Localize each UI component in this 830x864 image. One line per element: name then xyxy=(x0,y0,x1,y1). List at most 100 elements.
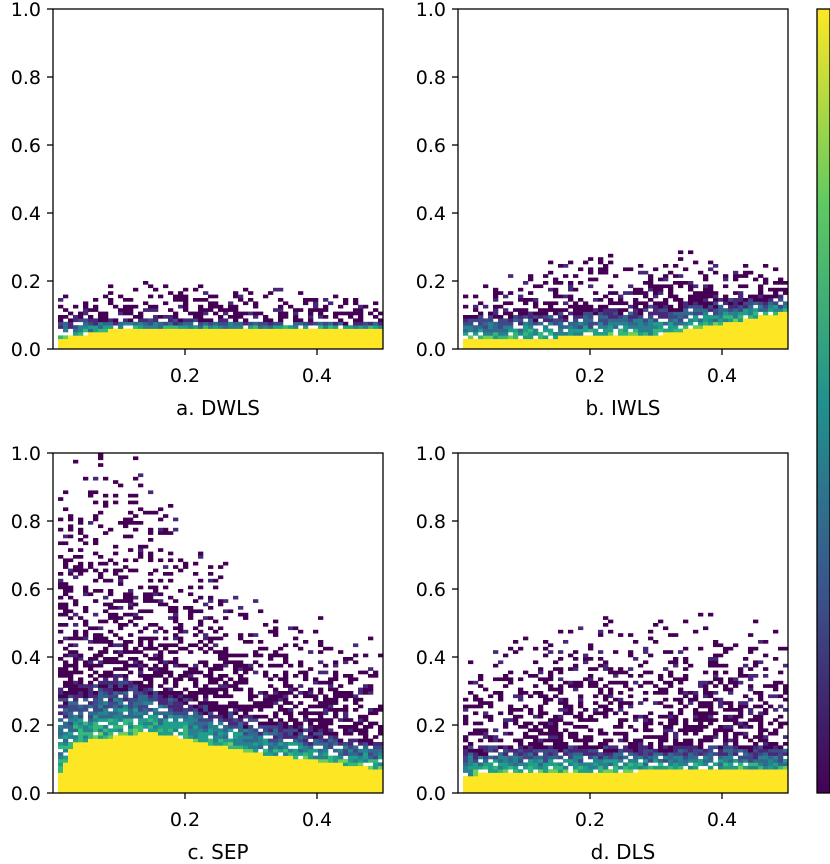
heatmap-cell xyxy=(163,284,169,289)
heatmap-cell xyxy=(103,704,109,709)
heatmap-cell xyxy=(533,284,539,289)
ytick-label: 0.2 xyxy=(11,715,41,737)
heatmap-cell xyxy=(468,762,474,767)
heatmap-cell xyxy=(703,332,709,336)
heatmap-cell xyxy=(313,748,319,753)
heatmap-cell xyxy=(373,328,379,333)
heatmap-cell xyxy=(343,714,349,719)
heatmap-cell xyxy=(583,772,589,777)
heatmap-cell xyxy=(63,315,69,319)
heatmap-cell xyxy=(783,345,789,350)
heatmap-cell xyxy=(78,555,84,559)
heatmap-cell xyxy=(123,328,129,333)
heatmap-cell xyxy=(333,762,339,767)
heatmap-cell xyxy=(318,738,324,743)
heatmap-cell xyxy=(168,714,174,719)
heatmap-cell xyxy=(493,304,499,309)
heatmap-cell xyxy=(128,779,134,784)
heatmap-cell xyxy=(78,752,84,756)
heatmap-cell xyxy=(78,776,84,780)
heatmap-cell xyxy=(598,745,604,750)
heatmap-cell xyxy=(198,578,204,583)
heatmap-cell xyxy=(638,308,644,312)
heatmap-cell xyxy=(573,287,579,292)
heatmap-cell xyxy=(118,718,124,722)
heatmap-cell xyxy=(743,274,749,278)
heatmap-cell xyxy=(178,769,184,773)
heatmap-cell xyxy=(563,708,569,712)
heatmap-cell xyxy=(613,321,619,326)
heatmap-cell xyxy=(153,694,159,699)
heatmap-cell xyxy=(323,680,329,685)
heatmap-cell xyxy=(593,338,599,343)
heatmap-cell xyxy=(138,759,144,763)
heatmap-cell xyxy=(523,725,529,729)
heatmap-cell xyxy=(673,325,679,329)
heatmap-cell xyxy=(128,759,134,763)
heatmap-cell xyxy=(188,335,194,340)
heatmap-cell xyxy=(143,752,149,756)
heatmap-cell xyxy=(318,718,324,722)
heatmap-cell xyxy=(253,321,259,326)
heatmap-cell xyxy=(278,731,284,736)
heatmap-cell xyxy=(733,345,739,350)
heatmap-cell xyxy=(143,718,149,722)
heatmap-cell xyxy=(498,291,504,295)
heatmap-cell xyxy=(548,684,554,688)
heatmap-cell xyxy=(273,629,279,634)
heatmap-cell xyxy=(283,711,289,716)
heatmap-cell xyxy=(168,328,174,333)
heatmap-cell xyxy=(558,281,564,285)
heatmap-cell xyxy=(128,298,134,302)
heatmap-cell xyxy=(543,325,549,329)
heatmap-cell xyxy=(133,335,139,340)
heatmap-cell xyxy=(173,684,179,688)
heatmap-cell xyxy=(188,745,194,750)
heatmap-cell xyxy=(73,304,79,309)
heatmap-cell xyxy=(258,328,264,333)
heatmap-cell xyxy=(133,660,139,665)
heatmap-cell xyxy=(328,321,334,326)
heatmap-cell xyxy=(498,332,504,336)
heatmap-cell xyxy=(98,714,104,719)
heatmap-cell xyxy=(118,643,124,648)
heatmap-cell xyxy=(203,650,209,654)
heatmap-cell xyxy=(218,599,224,603)
heatmap-cell xyxy=(183,738,189,743)
heatmap-cell xyxy=(628,338,634,343)
heatmap-cell xyxy=(218,687,224,692)
heatmap-cell xyxy=(353,301,359,306)
heatmap-cell xyxy=(583,782,589,787)
heatmap-cell xyxy=(463,782,469,787)
xtick-label: 0.2 xyxy=(170,365,200,387)
heatmap-cell xyxy=(718,325,724,329)
heatmap-cell xyxy=(288,755,294,760)
heatmap-cell xyxy=(618,308,624,312)
heatmap-cell xyxy=(78,325,84,329)
ytick-label: 0.4 xyxy=(416,203,446,225)
heatmap-cell xyxy=(533,748,539,753)
heatmap-cell xyxy=(93,657,99,661)
heatmap-cell xyxy=(303,769,309,773)
heatmap-cell xyxy=(613,315,619,319)
heatmap-cell xyxy=(243,762,249,767)
heatmap-cell xyxy=(148,772,154,777)
heatmap-cell xyxy=(73,684,79,688)
heatmap-cell xyxy=(488,338,494,343)
heatmap-cell xyxy=(603,731,609,736)
heatmap-cell xyxy=(558,650,564,654)
heatmap-cell xyxy=(73,725,79,729)
heatmap-cell xyxy=(538,284,544,289)
heatmap-cell xyxy=(203,342,209,346)
heatmap-cell xyxy=(303,748,309,753)
heatmap-cell xyxy=(368,782,374,787)
heatmap-cell xyxy=(563,772,569,777)
heatmap-cell xyxy=(143,332,149,336)
heatmap-cell xyxy=(533,782,539,787)
heatmap-cell xyxy=(473,694,479,699)
heatmap-cell xyxy=(473,325,479,329)
heatmap-cell xyxy=(88,721,94,726)
heatmap-cell xyxy=(598,629,604,634)
heatmap-cell xyxy=(313,298,319,302)
heatmap-cell xyxy=(273,633,279,637)
